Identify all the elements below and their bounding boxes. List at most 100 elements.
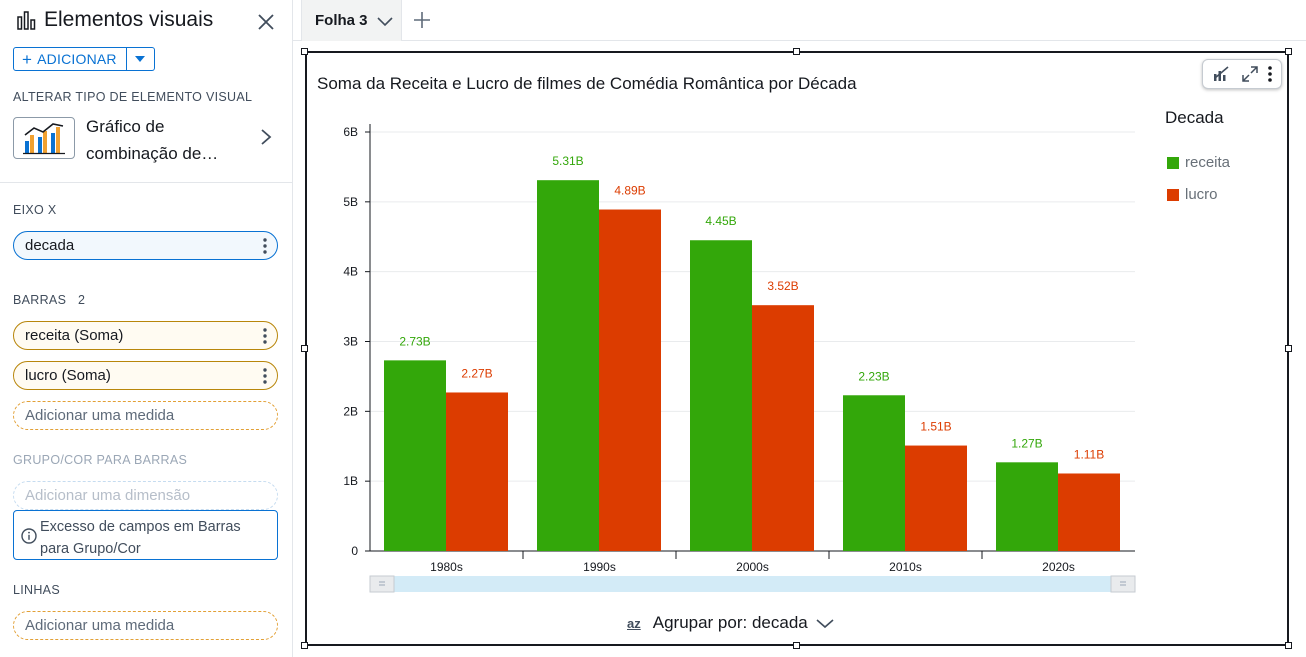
more-options-icon[interactable] [263,238,267,254]
more-options-icon[interactable] [263,368,267,384]
scrollbar-track[interactable] [370,576,1135,592]
add-dimension-group: Adicionar uma dimensão [13,481,278,510]
visual-toolbar [1202,59,1282,89]
caret-down-icon [135,56,146,62]
bars-count: 2 [78,293,86,307]
chart-edit-icon[interactable] [1212,65,1232,83]
data-label: 2.23B [858,369,889,383]
add-button[interactable]: + ADICIONAR [13,47,127,71]
tab-label: Folha 3 [315,12,368,29]
close-icon[interactable] [256,12,276,32]
plus-icon: + [22,49,33,69]
resize-handle[interactable] [301,345,308,352]
legend-item-receita[interactable]: receita [1167,154,1230,171]
resize-handle[interactable] [301,642,308,649]
bar-receita [690,240,752,551]
data-label: 2.27B [461,366,492,380]
panel-title-text: Elementos visuais [44,8,214,31]
add-measure-lines[interactable]: Adicionar uma medida [13,611,278,640]
x-axis-field-name: decada [25,237,75,254]
y-tick-label: 6B [343,125,358,139]
more-options-icon[interactable] [1268,65,1273,83]
sort-az-icon: az [627,615,641,631]
resize-handle[interactable] [793,642,800,649]
visuals-panel: Elementos visuais + ADICIONAR ALTERAR TI… [0,0,293,657]
legend-title: Decada [1165,108,1224,127]
bars-label: BARRAS 2 [13,293,85,307]
legend-swatch [1167,156,1179,169]
divider [0,182,293,183]
resize-handle[interactable] [1285,345,1292,352]
visual-type-thumbnail[interactable] [13,117,75,159]
data-label: 3.52B [767,279,798,293]
resize-handle[interactable] [1285,48,1292,55]
bar-lucro [446,392,508,551]
bar-field-pill[interactable]: receita (Soma) [13,321,278,350]
x-tick-label: 2000s [736,560,769,574]
data-label: 2.73B [399,334,430,348]
bar-receita [996,462,1058,551]
tab-folha-3[interactable]: Folha 3 [301,0,402,41]
bar-chart-icon [17,11,36,30]
chevron-right-icon[interactable] [260,128,272,146]
y-tick-label: 5B [343,195,358,209]
data-label: 1.11B [1074,447,1104,461]
data-label: 1.51B [920,420,951,434]
change-visual-type-label: ALTERAR TIPO DE ELEMENTO VISUAL [13,90,253,104]
add-sheet-icon[interactable] [412,10,432,30]
add-button-label: ADICIONAR [37,51,117,67]
warning-box: Excesso de campos em Barras para Grupo/C… [13,510,278,560]
bar-lucro [905,445,967,551]
legend-item-lucro[interactable]: lucro [1167,186,1218,203]
y-tick-label: 1B [343,474,358,488]
bar-receita [843,395,905,551]
legend-label: receita [1185,154,1231,171]
data-label: 4.89B [614,184,645,198]
x-axis-label: EIXO X [13,203,57,217]
visual-container[interactable]: 0 1B 2B 3B 4B 5B 6B 2.73B 2.27B 1980s 5.31B 4.89B 19… [305,51,1289,646]
bars-label-text: BARRAS [13,293,67,307]
panel-title: Elementos visuais [16,8,213,32]
data-label: 5.31B [552,154,583,168]
bar-lucro [1058,473,1120,551]
scrollbar-right-handle[interactable] [1110,575,1136,593]
combo-chart-icon [23,123,65,155]
y-tick-label: 0 [351,544,358,558]
x-tick-label: 1980s [430,560,463,574]
x-tick-label: 2010s [889,560,922,574]
add-button-group: + ADICIONAR [13,47,155,71]
x-axis-field-pill[interactable]: decada [13,231,278,260]
bar-field-pill[interactable]: lucro (Soma) [13,361,278,390]
bar-receita [537,180,599,551]
scrollbar-left-handle[interactable] [369,575,395,593]
resize-handle[interactable] [301,48,308,55]
bar-field-name: lucro (Soma) [25,367,111,384]
group-by-label: Agrupar por: decada [652,613,808,632]
data-label: 4.45B [705,214,736,228]
y-tick-label: 2B [343,404,358,418]
more-options-icon[interactable] [263,328,267,344]
lines-label: LINHAS [13,583,60,597]
bar-receita [384,360,446,551]
add-dropdown-button[interactable] [126,47,155,71]
legend-swatch [1167,188,1179,201]
group-by-control[interactable]: az Agrupar por: decada [627,613,834,633]
info-icon [21,528,37,544]
bar-lucro [752,305,814,551]
add-measure-bars[interactable]: Adicionar uma medida [13,401,278,430]
resize-handle[interactable] [793,48,800,55]
chevron-down-icon[interactable] [816,617,834,629]
y-tick-label: 3B [343,335,358,349]
sheet-tabs: Folha 3 [293,0,1306,41]
visual-type-name[interactable]: Gráfico de combinação de… [86,117,219,163]
resize-handle[interactable] [1285,642,1292,649]
y-tick-label: 4B [343,265,358,279]
chevron-down-icon[interactable] [376,15,393,27]
warning-text: Excesso de campos em Barras para Grupo/C… [40,519,241,557]
bar-field-name: receita (Soma) [25,327,124,344]
legend-label: lucro [1185,186,1218,203]
visual-title: Soma da Receita e Lucro de filmes de Com… [317,74,857,93]
combo-chart: 0 1B 2B 3B 4B 5B 6B 2.73B 2.27B 1980s 5.31B 4.89B 19… [343,124,1136,593]
group-color-label: GRUPO/COR PARA BARRAS [13,453,188,467]
expand-icon[interactable] [1241,65,1259,83]
